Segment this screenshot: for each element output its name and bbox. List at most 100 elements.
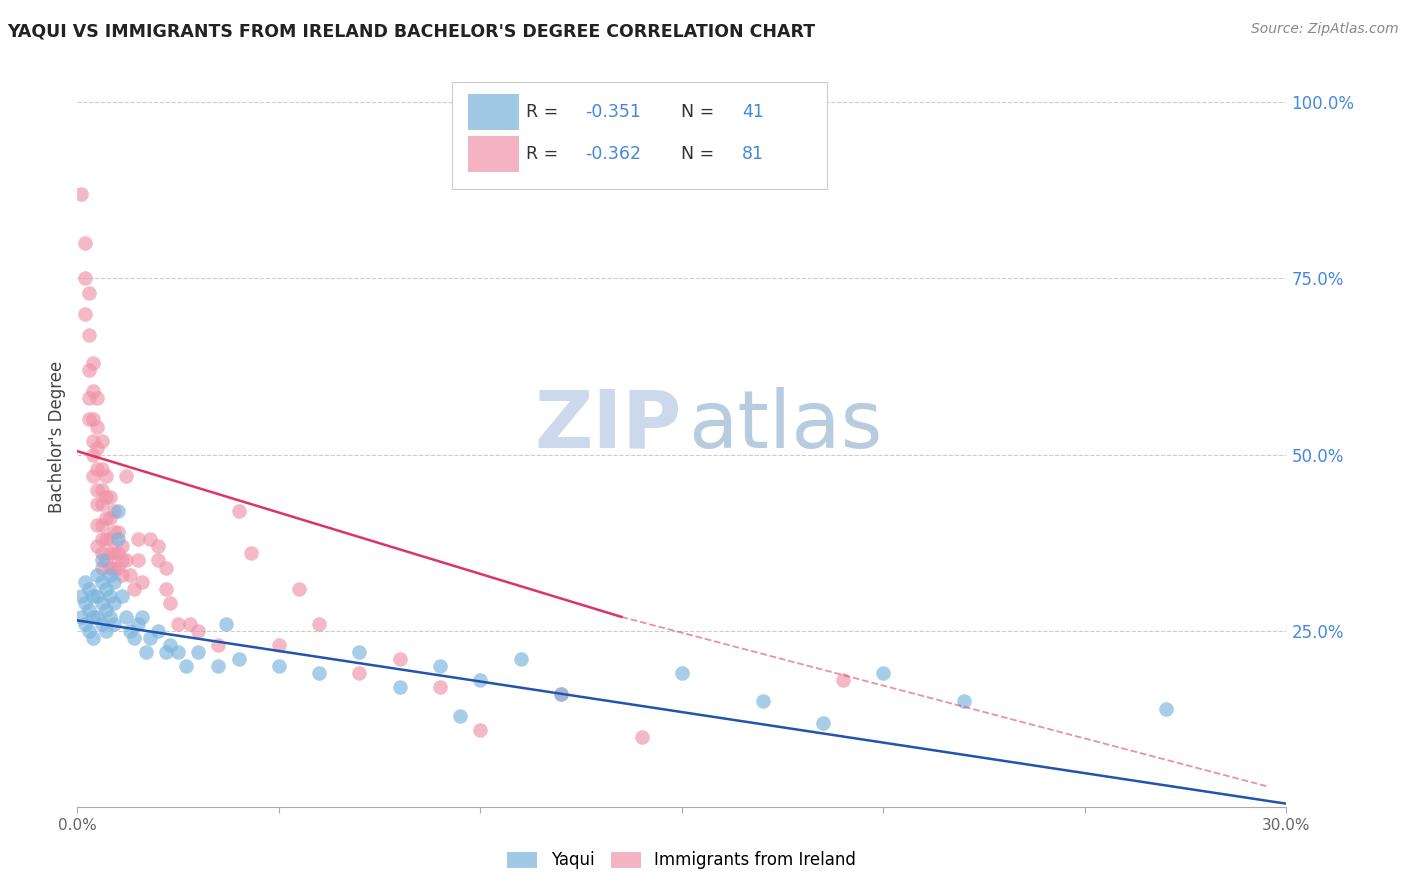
Point [98, 560, 121, 574]
Text: Source: ZipAtlas.com: Source: ZipAtlas.com [1251, 22, 1399, 37]
Point [90, 518, 112, 533]
Point [90, 616, 112, 631]
Point [114, 468, 136, 483]
Point [86, 518, 108, 533]
FancyBboxPatch shape [453, 82, 827, 189]
Point [86, 419, 108, 434]
Point [86, 610, 108, 624]
Point [82, 631, 104, 645]
Point [82, 356, 104, 370]
Point [86, 589, 108, 603]
Point [98, 533, 121, 547]
Point [82, 434, 104, 448]
Point [228, 652, 250, 666]
Point [90, 434, 112, 448]
Point [159, 596, 181, 610]
Point [94, 533, 117, 547]
Text: 81: 81 [742, 145, 765, 163]
Point [127, 553, 149, 567]
Point [155, 582, 177, 596]
Point [103, 504, 125, 518]
Text: N =: N = [669, 103, 720, 121]
Point [90, 546, 112, 560]
Point [82, 384, 104, 399]
Point [75, 236, 97, 251]
Point [207, 638, 229, 652]
Point [179, 616, 201, 631]
Point [86, 392, 108, 406]
Point [167, 616, 190, 631]
Point [449, 708, 471, 723]
Point [118, 567, 141, 582]
Point [107, 560, 129, 574]
Point [98, 567, 121, 582]
Point [349, 666, 371, 681]
Point [86, 497, 108, 511]
Point [79, 392, 101, 406]
Point [103, 574, 125, 589]
Point [90, 483, 112, 497]
Point [79, 285, 101, 300]
Point [98, 589, 121, 603]
Point [90, 497, 112, 511]
Point [953, 694, 976, 708]
Point [470, 673, 492, 688]
Point [187, 645, 209, 659]
Point [429, 659, 451, 673]
Point [131, 610, 153, 624]
Point [94, 490, 117, 504]
Point [103, 596, 125, 610]
Point [470, 723, 492, 737]
Point [79, 327, 101, 342]
Point [86, 540, 108, 554]
Point [127, 616, 149, 631]
Point [90, 560, 112, 574]
Point [267, 638, 290, 652]
Point [107, 525, 129, 540]
Point [146, 553, 169, 567]
Point [82, 412, 104, 426]
Point [70, 186, 93, 201]
Point [122, 631, 145, 645]
Text: R =: R = [526, 103, 564, 121]
Point [94, 582, 117, 596]
Point [228, 504, 250, 518]
Point [159, 638, 181, 652]
Point [82, 448, 104, 462]
Point [86, 483, 108, 497]
Point [98, 610, 121, 624]
Point [388, 681, 411, 695]
Point [550, 688, 572, 702]
Point [349, 645, 371, 659]
Point [509, 652, 531, 666]
Point [155, 645, 177, 659]
Point [70, 610, 93, 624]
Point [75, 271, 97, 285]
FancyBboxPatch shape [468, 136, 519, 172]
Point [111, 540, 134, 554]
Point [288, 582, 311, 596]
Point [207, 659, 229, 673]
Point [135, 645, 157, 659]
Point [155, 560, 177, 574]
Point [122, 582, 145, 596]
Point [79, 624, 101, 638]
Point [98, 490, 121, 504]
Point [94, 468, 117, 483]
Point [630, 730, 652, 744]
Point [167, 645, 190, 659]
Point [103, 560, 125, 574]
Point [811, 715, 834, 730]
Point [94, 511, 117, 525]
Text: -0.362: -0.362 [585, 145, 641, 163]
Point [146, 540, 169, 554]
Point [86, 441, 108, 455]
Point [308, 616, 330, 631]
Point [98, 546, 121, 560]
Point [103, 546, 125, 560]
Point [1154, 701, 1177, 715]
Point [114, 553, 136, 567]
Point [98, 511, 121, 525]
Point [90, 574, 112, 589]
Point [751, 694, 773, 708]
